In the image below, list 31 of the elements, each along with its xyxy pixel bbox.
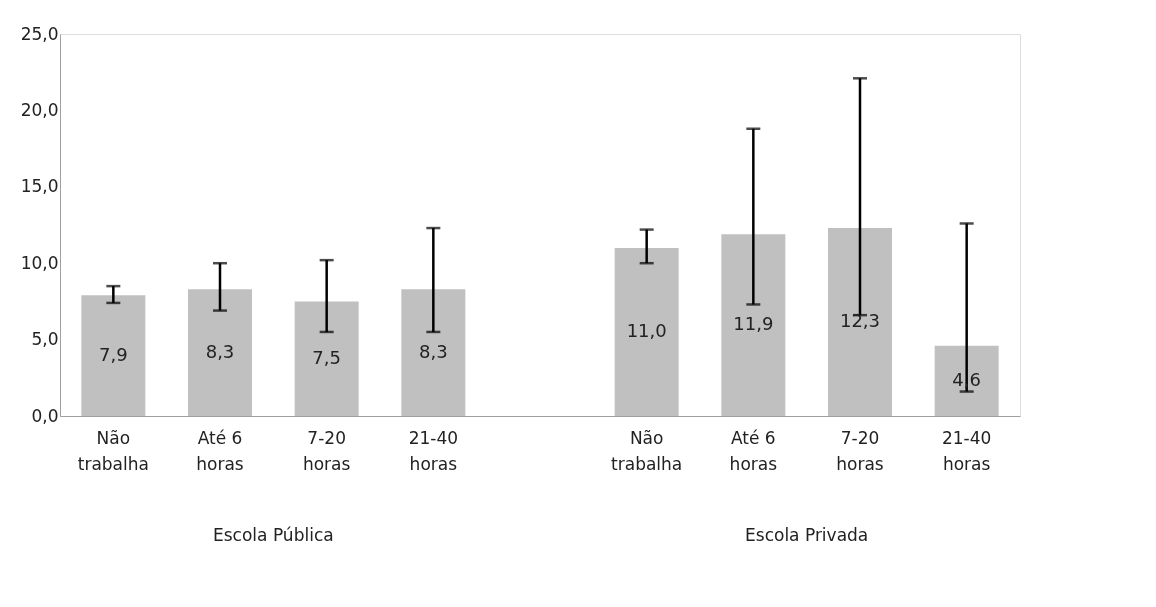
y-tick-label: 0,0: [31, 405, 59, 426]
data-label: 7,9: [99, 343, 128, 365]
bar: [401, 289, 466, 416]
bar: [188, 289, 252, 416]
bar: [614, 247, 679, 416]
bar: [81, 295, 146, 416]
bar: [294, 301, 359, 416]
data-label: 12,3: [839, 310, 881, 332]
y-tick-label: 15,0: [20, 176, 59, 197]
x-tick-label: Não trabalha: [77, 427, 149, 474]
x-tick-label: Até 6 horas: [196, 427, 244, 474]
bar: [934, 345, 999, 416]
bar: [721, 234, 786, 416]
x-tick-label: 21-40 horas: [941, 427, 992, 474]
data-label: 11,0: [626, 319, 667, 341]
x-tick-label: 7-20 horas: [836, 427, 884, 474]
x-tick-label: Não trabalha: [611, 427, 683, 474]
data-label: 8,3: [419, 340, 448, 362]
y-tick-label: 5,0: [31, 329, 59, 350]
bar: [828, 228, 892, 416]
x-tick-label: 21-40 horas: [408, 427, 459, 474]
data-label: 8,3: [205, 340, 235, 362]
y-tick-label: 25,0: [20, 23, 59, 44]
text: Escola Pública: [213, 525, 334, 545]
data-label: 11,9: [733, 313, 774, 335]
text: Escola Privada: [745, 525, 869, 545]
y-tick-label: 10,0: [20, 252, 59, 273]
x-tick-label: 7-20 horas: [302, 427, 351, 474]
data-label: 7,5: [312, 346, 341, 368]
y-tick-label: 20,0: [20, 99, 59, 120]
x-tick-label: Até 6 horas: [729, 427, 778, 474]
